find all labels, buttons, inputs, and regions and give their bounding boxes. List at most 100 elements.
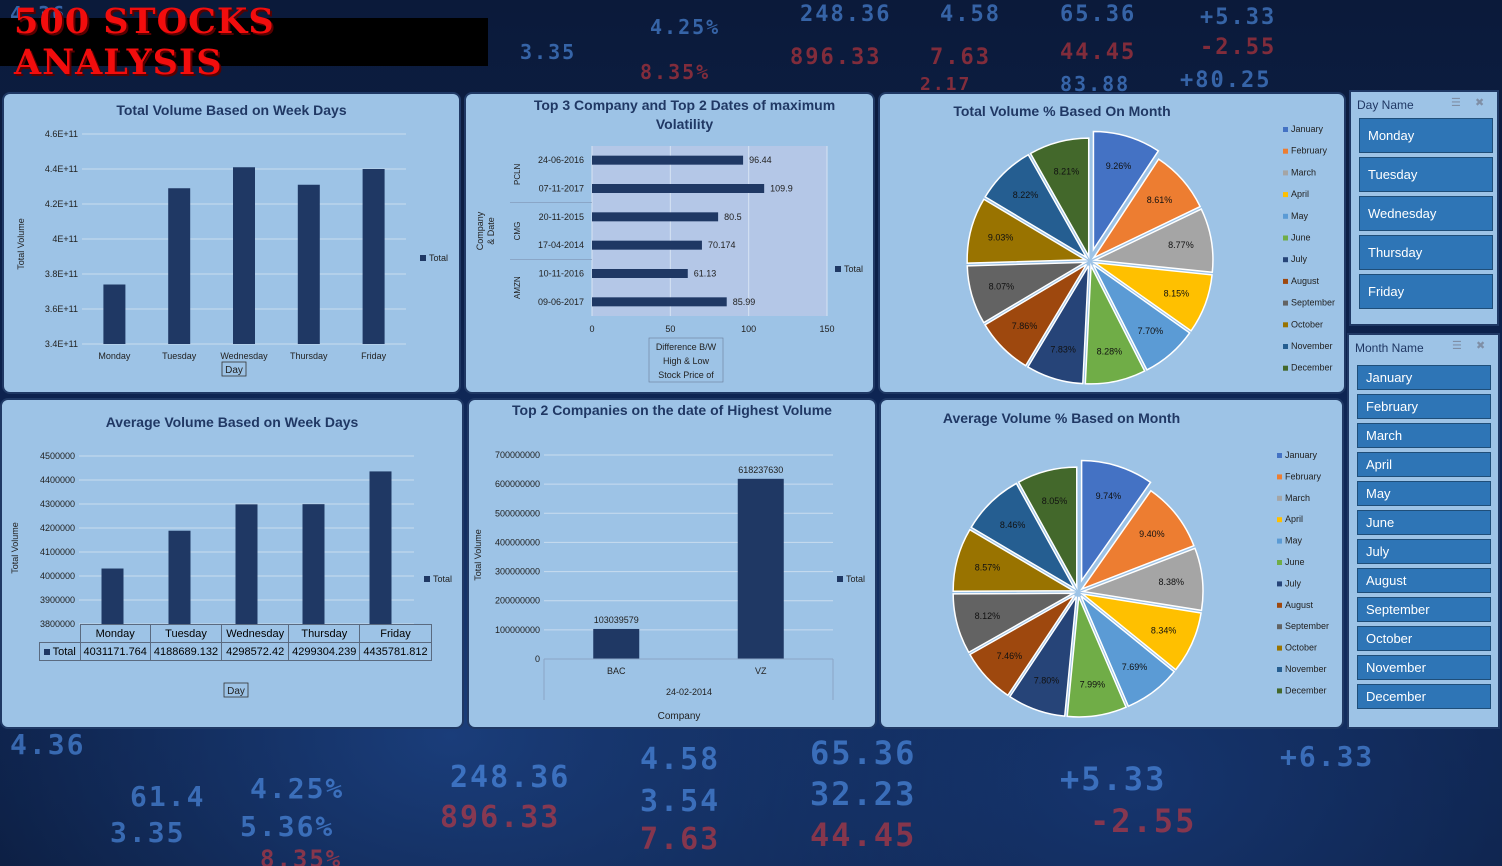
legend-label: February xyxy=(1291,146,1328,156)
legend-label: Total xyxy=(433,574,452,584)
legend-label: September xyxy=(1291,298,1335,308)
slicer-item-october[interactable]: October xyxy=(1357,626,1491,651)
slicer-item-april[interactable]: April xyxy=(1357,452,1491,477)
ticker-text: 7.63 xyxy=(930,45,991,70)
legend-label: June xyxy=(1291,233,1311,243)
bar xyxy=(168,188,191,344)
legend-label: December xyxy=(1291,363,1333,373)
clear-filter-icon[interactable]: ✖ xyxy=(1476,340,1486,352)
slicer-item-monday[interactable]: Monday xyxy=(1359,118,1493,153)
data-label: 8.28% xyxy=(1097,346,1123,356)
data-label: 8.77% xyxy=(1168,240,1194,250)
data-table-header: Tuesday xyxy=(149,624,223,643)
slicer-item-november[interactable]: November xyxy=(1357,655,1491,680)
y-tick-label: 3.6E+11 xyxy=(45,304,78,314)
y-tick-label: 400000000 xyxy=(495,537,540,547)
bar xyxy=(593,628,640,659)
legend-swatch xyxy=(1283,365,1288,371)
slicer-item-friday[interactable]: Friday xyxy=(1359,274,1493,309)
legend-label: August xyxy=(1285,600,1314,610)
x-group-label: 24-02-2014 xyxy=(666,687,712,697)
slicer-item-july[interactable]: July xyxy=(1357,539,1491,564)
legend-swatch xyxy=(1283,322,1288,328)
data-label: 7.69% xyxy=(1122,662,1148,672)
data-table-header: Friday xyxy=(359,624,432,643)
dashboard-title-banner: 500 STOCKS ANALYSIS xyxy=(0,1,488,83)
legend-swatch xyxy=(1277,667,1282,672)
x-axis-title: High & Low xyxy=(663,356,710,366)
data-label: 80.5 xyxy=(724,212,742,222)
y-tick-label: 4200000 xyxy=(40,523,75,533)
x-tick-label: Thursday xyxy=(290,351,328,361)
slicer-item-january[interactable]: January xyxy=(1357,365,1491,390)
legend-swatch xyxy=(835,266,841,272)
pie-slice xyxy=(1017,466,1078,591)
pie-slice xyxy=(966,261,1089,324)
slicer-item-june[interactable]: June xyxy=(1357,510,1491,535)
chart-title: Top 2 Companies on the date of Highest V… xyxy=(512,402,832,418)
avg-volume-weekdays-panel[interactable]: Average Volume Based on Week Days 380000… xyxy=(0,398,464,729)
y-tick-label: 300000000 xyxy=(495,567,540,577)
slicer-item-august[interactable]: August xyxy=(1357,568,1491,593)
legend-label: March xyxy=(1285,493,1310,503)
multi-select-icon[interactable]: ☰ xyxy=(1451,97,1461,109)
data-table-cell: 4031171.764 xyxy=(79,642,151,661)
legend-label: August xyxy=(1291,276,1320,286)
legend-label: November xyxy=(1285,664,1327,674)
top2-highest-volume-panel[interactable]: Top 2 Companies on the date of Highest V… xyxy=(467,398,877,729)
y-tick-label: 4000000 xyxy=(40,571,75,581)
slicer-item-february[interactable]: February xyxy=(1357,394,1491,419)
y-tick-label: 4100000 xyxy=(40,547,75,557)
volatility-panel[interactable]: Top 3 Company and Top 2 Dates of maximum… xyxy=(464,92,875,394)
data-label: 7.86% xyxy=(1012,321,1038,331)
multi-select-icon[interactable]: ☰ xyxy=(1452,340,1462,352)
slicer-item-wednesday[interactable]: Wednesday xyxy=(1359,196,1493,231)
data-label: 9.26% xyxy=(1106,161,1132,171)
ticker-text: 3.54 xyxy=(640,784,721,819)
y-tick-label: 07-11-2017 xyxy=(539,184,584,194)
total-volume-pct-month-panel[interactable]: Total Volume % Based On Month 9.26% 8.61%… xyxy=(878,92,1346,394)
x-axis-title: Day xyxy=(225,365,243,376)
y-tick-label: 3.4E+11 xyxy=(45,339,78,349)
legend-swatch xyxy=(1277,538,1282,544)
ticker-text: 61.4 xyxy=(130,780,206,813)
data-label: 96.44 xyxy=(749,155,772,165)
x-tick-label: Monday xyxy=(98,351,131,361)
slicer-item-september[interactable]: September xyxy=(1357,597,1491,622)
y-axis-title: Total Volume xyxy=(16,218,26,270)
legend-label: April xyxy=(1291,189,1309,199)
slicer-item-may[interactable]: May xyxy=(1357,481,1491,506)
bar xyxy=(235,504,258,624)
legend-swatch xyxy=(1277,453,1282,458)
data-label: 7.46% xyxy=(997,651,1023,661)
pie-slice xyxy=(952,592,1077,654)
category-group-label: PCLN xyxy=(513,163,522,185)
slicer-item-tuesday[interactable]: Tuesday xyxy=(1359,157,1493,192)
day-name-slicer[interactable]: Day Name ☰ ✖ Monday Tuesday Wednesday Th… xyxy=(1349,90,1499,326)
data-table-row: Total 4031171.764 4188689.132 4298572.42… xyxy=(39,642,432,661)
clear-filter-icon[interactable]: ✖ xyxy=(1475,97,1485,109)
data-label: 8.57% xyxy=(975,563,1001,573)
chart-title: Average Volume Based on Week Days xyxy=(105,414,359,430)
legend-swatch xyxy=(424,576,430,582)
y-tick-label: 700000000 xyxy=(495,450,540,460)
slicer-item-march[interactable]: March xyxy=(1357,423,1491,448)
ticker-text: 4.58 xyxy=(640,742,721,777)
data-table-header-row: Monday Tuesday Wednesday Thursday Friday xyxy=(40,624,432,643)
total-volume-weekdays-panel[interactable]: Total Volume Based on Week Days 3.4E+11 3… xyxy=(2,92,461,394)
ticker-text: +5.33 xyxy=(1200,5,1277,30)
month-name-slicer[interactable]: Month Name ☰ ✖ January February March Ap… xyxy=(1347,333,1500,729)
y-tick-label: 600000000 xyxy=(495,479,540,489)
slicer-item-december[interactable]: December xyxy=(1357,684,1491,709)
pie-slice xyxy=(1079,592,1202,671)
slicer-item-thursday[interactable]: Thursday xyxy=(1359,235,1493,270)
ticker-text: 7.63 xyxy=(640,822,721,857)
data-table: Monday Tuesday Wednesday Thursday Friday… xyxy=(39,624,432,661)
x-axis-title: Day xyxy=(227,686,245,697)
data-label: 61.13 xyxy=(694,269,717,279)
data-label: 70.174 xyxy=(708,240,736,250)
avg-volume-pct-month-panel[interactable]: Average Volume % Based on Month 9.74% 9.4… xyxy=(879,398,1344,729)
legend-swatch xyxy=(837,576,843,582)
legend-swatch xyxy=(1277,474,1282,480)
